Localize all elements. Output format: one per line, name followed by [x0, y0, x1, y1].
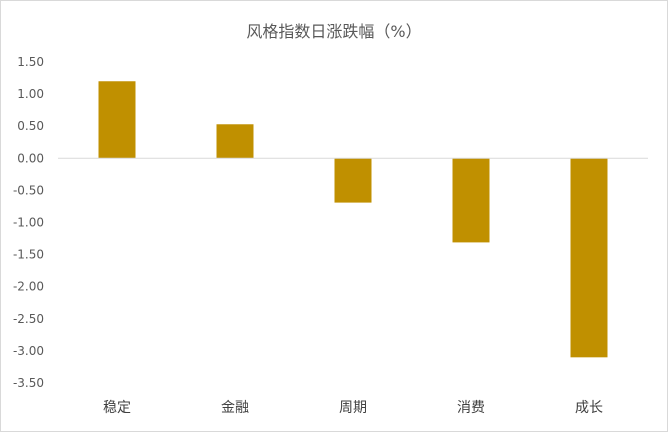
x-category-label: 周期 [339, 400, 367, 416]
y-tick-label: 0.50 [17, 119, 44, 133]
y-tick-label: 1.50 [17, 55, 44, 69]
y-tick-label: 0.00 [17, 151, 44, 165]
y-tick-label: -0.50 [13, 183, 44, 197]
x-axis-categories: 稳定 金融 周期 消费 成长 [103, 400, 603, 416]
y-tick-label: -2.50 [13, 312, 44, 326]
bar-2 [334, 158, 372, 203]
x-category-label: 稳定 [103, 400, 131, 416]
y-axis-ticks: 1.50 1.00 0.50 0.00 -0.50 -1.00 -1.50 -2.00 -2.5… [13, 55, 44, 390]
y-tick-label: -1.00 [13, 216, 44, 230]
bar-3 [452, 158, 490, 243]
chart-title: 风格指数日涨跌幅（%） [246, 22, 422, 41]
bar-1 [216, 124, 254, 159]
bar-0 [98, 81, 136, 159]
y-tick-label: 1.00 [17, 87, 44, 101]
x-category-label: 金融 [221, 400, 249, 416]
x-category-label: 消费 [457, 400, 485, 416]
y-tick-label: -3.50 [13, 376, 44, 390]
y-tick-label: -2.00 [13, 280, 44, 294]
y-tick-label: -1.50 [13, 248, 44, 262]
y-tick-label: -3.00 [13, 344, 44, 358]
bars [98, 81, 608, 358]
x-category-label: 成长 [575, 400, 603, 416]
bar-4 [570, 158, 608, 358]
